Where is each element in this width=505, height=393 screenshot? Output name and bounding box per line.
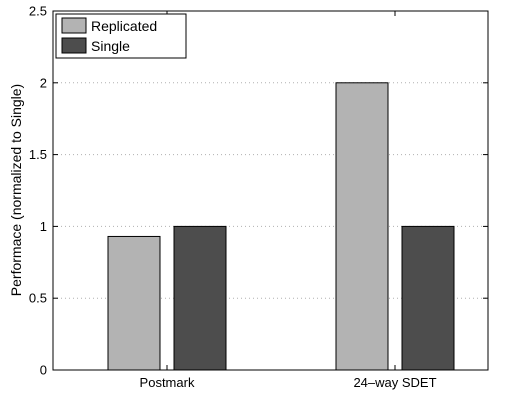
bar-single-1	[173, 225, 227, 371]
x-tick-label: 24–way SDET	[353, 375, 436, 390]
legend-swatch-replicated	[61, 17, 87, 34]
bar-single-2	[401, 225, 455, 371]
legend-label-single: Single	[91, 38, 130, 54]
y-axis-label: Performace (normalized to Single)	[8, 84, 24, 296]
legend: Replicated Single	[55, 13, 187, 59]
bar-replicated-2	[335, 82, 389, 371]
bars	[107, 82, 455, 371]
y-tick-label: 0.5	[29, 291, 47, 306]
x-tick-label: Postmark	[140, 375, 195, 390]
y-tick-label: 1	[40, 219, 47, 234]
y-axis: 0 0.5 1 1.5 2 2.5	[29, 4, 488, 378]
x-axis: Postmark 24–way SDET	[140, 11, 437, 390]
legend-swatch-single	[61, 37, 87, 54]
y-tick-label: 2.5	[29, 4, 47, 19]
plot-frame	[52, 10, 489, 371]
legend-label-replicated: Replicated	[91, 18, 157, 34]
bar-replicated-1	[107, 235, 161, 371]
y-tick-label: 2	[40, 75, 47, 90]
y-tick-label: 1.5	[29, 147, 47, 162]
y-tick-label: 0	[40, 363, 47, 378]
